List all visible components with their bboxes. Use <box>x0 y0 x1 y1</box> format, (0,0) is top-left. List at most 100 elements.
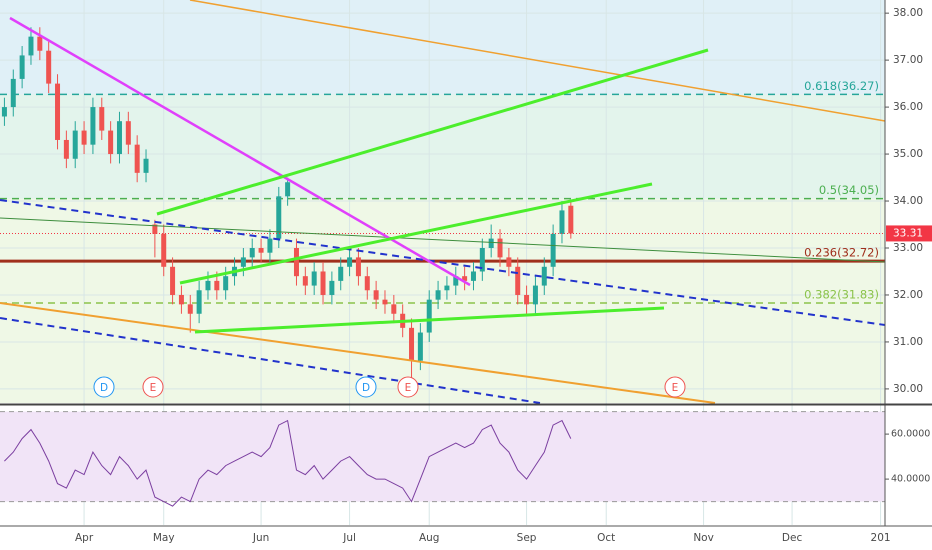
candle-body <box>240 257 246 267</box>
candle-body <box>435 290 441 300</box>
event-label: E <box>405 382 412 394</box>
x-tick-label: Nov <box>693 532 714 544</box>
event-marker <box>664 376 686 398</box>
candle-body <box>108 130 114 155</box>
candle-body <box>559 210 565 234</box>
candle-body <box>46 50 52 84</box>
candle-body <box>196 290 202 314</box>
candle-body <box>276 196 282 239</box>
y-tick-label: 30.00 <box>893 383 923 395</box>
x-tick-label: Oct <box>597 532 615 544</box>
event-marker <box>355 376 377 398</box>
candle-body <box>28 36 34 56</box>
trend-line <box>179 182 653 285</box>
candle-body <box>178 294 184 305</box>
candle-body <box>125 121 131 145</box>
candle-body <box>152 224 158 234</box>
rsi-band <box>0 411 885 502</box>
x-tick-label: Aug <box>419 532 440 544</box>
trend-line <box>194 306 665 334</box>
zone <box>0 94 885 199</box>
candle-body <box>37 36 43 51</box>
candle-body <box>81 130 87 145</box>
last-price-label: 33.31 <box>893 227 923 239</box>
candle-body <box>293 248 299 277</box>
candle-body <box>426 299 432 333</box>
fib-levels: 0.618(36.27) 0.5(34.05) 0.236(32.72) 0.382(… <box>0 79 885 304</box>
candle-body <box>90 107 96 145</box>
candle-body <box>524 294 530 305</box>
y-tick-label: 35.00 <box>893 148 923 160</box>
trend-line <box>0 217 886 263</box>
candle-body <box>417 332 423 361</box>
candle-body <box>205 280 211 291</box>
candle-body <box>267 238 273 253</box>
trend-line <box>0 199 886 326</box>
event-label: D <box>100 382 108 394</box>
event-label: E <box>150 382 157 394</box>
x-tick-label: Sep <box>517 532 537 544</box>
zone <box>0 0 885 95</box>
candle-body <box>488 238 494 248</box>
candle-body <box>63 139 69 159</box>
candle-body <box>19 55 25 79</box>
candle-body <box>355 257 361 277</box>
x-tick-label: May <box>153 532 175 544</box>
rsi-pane <box>0 411 885 507</box>
candle-body <box>1 107 7 117</box>
candle-body <box>364 276 370 291</box>
y-tick-label: 34.00 <box>893 195 923 207</box>
y-tick-label: 38.00 <box>893 7 923 19</box>
candle-body <box>143 158 149 173</box>
candle-body <box>470 271 476 281</box>
candle-body <box>134 144 140 173</box>
rsi-tick-label: 60.0000 <box>891 429 930 440</box>
fib-label: 0.5(34.05) <box>819 183 879 197</box>
trend-line <box>0 302 716 404</box>
candle-body <box>302 276 308 286</box>
candle-body <box>541 266 547 286</box>
y-tick-label: 31.00 <box>893 336 923 348</box>
candle-body <box>373 290 379 300</box>
x-tick-label: Dec <box>782 532 803 544</box>
candle-body <box>249 248 255 258</box>
fib-label: 0.618(36.27) <box>804 79 879 93</box>
candle-body <box>170 266 176 295</box>
candle-body <box>214 280 220 291</box>
fib-label: 0.382(31.83) <box>804 287 879 301</box>
candle-body <box>462 276 468 281</box>
candle-body <box>497 238 503 258</box>
candles <box>0 27 885 380</box>
candle-body <box>347 257 353 267</box>
rsi-tick-label: 40.0000 <box>891 474 930 485</box>
candle-body <box>258 248 264 253</box>
event-label: D <box>362 382 370 394</box>
y-tick-label: 33.00 <box>893 242 923 254</box>
event-marker <box>93 376 115 398</box>
candle-body <box>382 299 388 305</box>
x-tick-label: Jul <box>342 532 356 544</box>
drawings <box>0 0 886 404</box>
candle-body <box>161 233 167 267</box>
candle-body <box>285 182 291 197</box>
x-tick-label: 201 <box>871 532 891 544</box>
price-scale <box>885 0 932 550</box>
candle-body <box>320 271 326 295</box>
event-label: E <box>672 382 679 394</box>
x-tick-label: Apr <box>75 532 94 544</box>
candle-body <box>99 107 105 131</box>
axes: 30.00 31.00 32.00 33.00 34.00 35.00 36.00 37.00… <box>75 7 932 544</box>
y-tick-label: 36.00 <box>893 101 923 113</box>
trend-line <box>189 0 886 122</box>
candle-body <box>311 271 317 286</box>
y-tick-label: 37.00 <box>893 54 923 66</box>
candle-body <box>532 285 538 305</box>
candle-body <box>409 327 415 361</box>
candle-body <box>391 304 397 314</box>
candle-body <box>223 276 229 291</box>
candle-body <box>453 276 459 286</box>
candle-body <box>55 83 61 140</box>
last-price-tag <box>886 225 932 242</box>
